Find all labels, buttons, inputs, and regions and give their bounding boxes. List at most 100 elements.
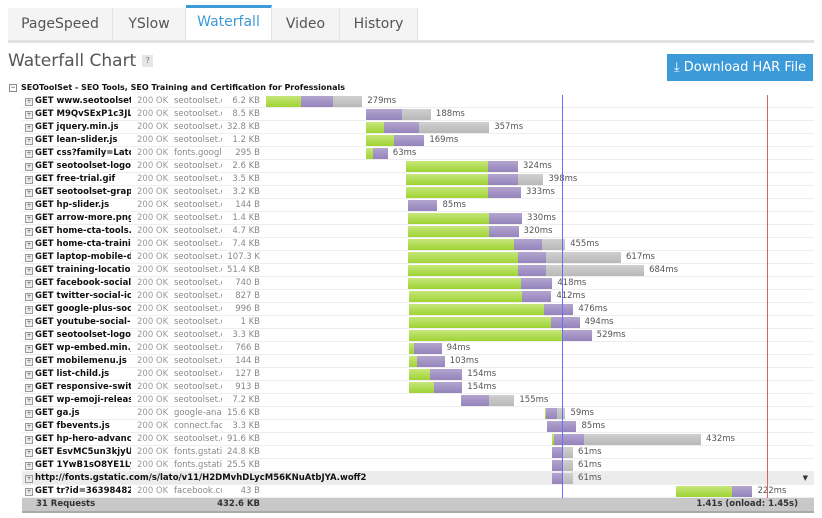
table-row[interactable]: +GET training-location-si 200 OK seotoolse… xyxy=(22,264,814,277)
blocked-segment xyxy=(563,473,574,484)
wait-segment xyxy=(406,161,489,172)
expand-icon[interactable]: + xyxy=(25,319,33,327)
table-row[interactable]: +GET twitter-social-icon- 200 OK seotoolse… xyxy=(22,290,814,303)
request-domain: fonts.gstatic. xyxy=(174,447,222,457)
request-status: 200 OK xyxy=(137,187,169,197)
table-row[interactable]: +GET youtube-social-icon 200 OK seotoolset… xyxy=(22,316,814,329)
title-text: Waterfall Chart xyxy=(8,51,137,71)
request-domain: seotoolset.co xyxy=(174,265,222,275)
expand-icon[interactable]: + xyxy=(25,228,33,236)
table-row[interactable]: +GET 1YwB1sO8YE1Lyjf 200 OK fonts.gstatic.… xyxy=(22,459,814,472)
table-row[interactable]: +GET wp-embed.min.js? 200 OK seotoolset.co… xyxy=(22,342,814,355)
wait-segment xyxy=(409,317,552,328)
table-row[interactable]: +GET www.seotoolset.co 200 OK seotoolset.c… xyxy=(22,95,814,108)
request-size: 3.3 KB xyxy=(232,421,260,431)
table-row[interactable]: +GET arrow-more.png 200 OK seotoolset.co 1.… xyxy=(22,212,814,225)
table-row[interactable]: +GET home-cta-training. 200 OK seotoolset.… xyxy=(22,238,814,251)
expand-icon[interactable]: + xyxy=(25,345,33,353)
request-status: 200 OK xyxy=(137,174,169,184)
expand-icon[interactable]: + xyxy=(25,111,33,119)
expand-icon[interactable]: + xyxy=(25,176,33,184)
expand-icon[interactable]: + xyxy=(25,449,33,457)
table-row[interactable]: +GET EsvMC5un3kjyUhB 200 OK fonts.gstatic.… xyxy=(22,446,814,459)
request-size: 15.6 KB xyxy=(226,408,260,418)
request-size: 913 B xyxy=(235,382,260,392)
request-time: 330ms xyxy=(526,213,556,223)
expand-icon[interactable]: + xyxy=(25,150,33,158)
expand-icon[interactable]: + xyxy=(25,137,33,145)
collapse-icon[interactable]: − xyxy=(9,83,17,92)
load-timing: 1.41s (onload: 1.45s) xyxy=(696,499,798,509)
request-name: GET hp-hero-advanced- xyxy=(35,434,131,444)
expand-icon[interactable]: + xyxy=(25,202,33,210)
table-row[interactable]: +GET facebook-social-ico 200 OK seotoolset… xyxy=(22,277,814,290)
expand-icon[interactable]: + xyxy=(25,293,33,301)
request-time: 222ms xyxy=(757,486,787,496)
expand-icon[interactable]: + xyxy=(25,371,33,379)
table-row[interactable]: + http://fonts.gstatic.com/s/lato/v11/H2D… xyxy=(22,472,814,485)
request-domain: seotoolset.co xyxy=(174,200,222,210)
table-row[interactable]: +GET fbevents.js 200 OK connect.facel 3.3 K… xyxy=(22,420,814,433)
request-size: 144 B xyxy=(235,356,260,366)
expand-icon[interactable]: + xyxy=(25,163,33,171)
tab-waterfall[interactable]: Waterfall xyxy=(186,5,272,41)
site-group-header[interactable]: − SEOToolSet - SEO Tools, SEO Training an… xyxy=(9,83,345,92)
download-har-button[interactable]: ⤓ Download HAR File xyxy=(667,54,813,81)
expand-icon[interactable]: + xyxy=(25,462,33,470)
request-time: 357ms xyxy=(494,122,524,132)
table-row[interactable]: +GET mobilemenu.js 200 OK seotoolset.co 144… xyxy=(22,355,814,368)
expand-icon[interactable]: + xyxy=(25,410,33,418)
request-time: 684ms xyxy=(649,265,679,275)
table-row[interactable]: +GET hp-hero-advanced- 200 OK seotoolset.c… xyxy=(22,433,814,446)
tab-yslow[interactable]: YSlow xyxy=(113,8,186,40)
table-row[interactable]: +GET home-cta-tools.gif 200 OK seotoolset.… xyxy=(22,225,814,238)
expand-icon[interactable]: + xyxy=(25,189,33,197)
table-row[interactable]: +GET google-plus-social-i 200 OK seotoolse… xyxy=(22,303,814,316)
request-size: 3.3 KB xyxy=(232,330,260,340)
expand-icon[interactable]: + xyxy=(25,384,33,392)
table-row[interactable]: +GET wp-emoji-release.r 200 OK seotoolset.… xyxy=(22,394,814,407)
request-domain: connect.facel xyxy=(174,421,222,431)
help-button[interactable]: ? xyxy=(142,55,154,67)
expand-icon[interactable]: + xyxy=(25,254,33,262)
expand-icon[interactable]: + xyxy=(25,358,33,366)
table-row[interactable]: +GET free-trial.gif 200 OK seotoolset.co 3.… xyxy=(22,173,814,186)
request-size: 3.2 KB xyxy=(232,187,260,197)
request-status: 200 OK xyxy=(137,265,169,275)
expand-icon[interactable]: + xyxy=(25,423,33,431)
table-row[interactable]: +GET M9QvSExP1c3JLC7 200 OK seotoolset.co 8… xyxy=(22,108,814,121)
table-row[interactable]: +GET css?family=Lato:30 200 OK fonts.googl… xyxy=(22,147,814,160)
tab-pagespeed[interactable]: PageSpeed xyxy=(8,8,113,40)
table-row[interactable]: +GET responsive-switch.j 200 OK seotoolset… xyxy=(22,381,814,394)
table-row[interactable]: +GET lean-slider.js 200 OK seotoolset.co 1.… xyxy=(22,134,814,147)
tab-history[interactable]: History xyxy=(340,8,418,40)
tab-video[interactable]: Video xyxy=(272,8,340,40)
table-row[interactable]: +GET hp-slider.js 200 OK seotoolset.co 144 … xyxy=(22,199,814,212)
expand-icon[interactable]: + xyxy=(25,475,33,483)
expand-icon[interactable]: + xyxy=(25,98,33,106)
expand-icon[interactable]: + xyxy=(25,267,33,275)
expand-icon[interactable]: + xyxy=(25,332,33,340)
table-row[interactable]: +GET ga.js 200 OK google-analyt 15.6 KB 59ms xyxy=(22,407,814,420)
table-row[interactable]: +GET jquery.min.js 200 OK seotoolset.co 32.… xyxy=(22,121,814,134)
expand-arrow-icon[interactable]: ▼ xyxy=(802,474,808,482)
table-row[interactable]: +GET list-child.js 200 OK seotoolset.co 127… xyxy=(22,368,814,381)
expand-icon[interactable]: + xyxy=(25,436,33,444)
expand-icon[interactable]: + xyxy=(25,280,33,288)
table-row[interactable]: +GET seotoolset-graphic- 200 OK seotoolset… xyxy=(22,186,814,199)
table-row[interactable]: +GET tr?id=3639848237 200 OK facebook.com 4… xyxy=(22,485,814,498)
table-row[interactable]: +GET laptop-mobile-devi 200 OK seotoolset.… xyxy=(22,251,814,264)
expand-icon[interactable]: + xyxy=(25,215,33,223)
request-time: 412ms xyxy=(556,291,586,301)
request-time: 494ms xyxy=(584,317,614,327)
expand-icon[interactable]: + xyxy=(25,241,33,249)
expand-icon[interactable]: + xyxy=(25,306,33,314)
request-name: GET laptop-mobile-devi xyxy=(35,252,131,262)
expand-icon[interactable]: + xyxy=(25,397,33,405)
expand-icon[interactable]: + xyxy=(25,488,33,496)
wait-segment xyxy=(409,304,545,315)
expand-icon[interactable]: + xyxy=(25,124,33,132)
table-row[interactable]: +GET seotoolset-logo-foo 200 OK seotoolset… xyxy=(22,329,814,342)
table-row[interactable]: +GET seotoolset-logo-hea 200 OK seotoolset… xyxy=(22,160,814,173)
request-status: 200 OK xyxy=(137,486,169,496)
